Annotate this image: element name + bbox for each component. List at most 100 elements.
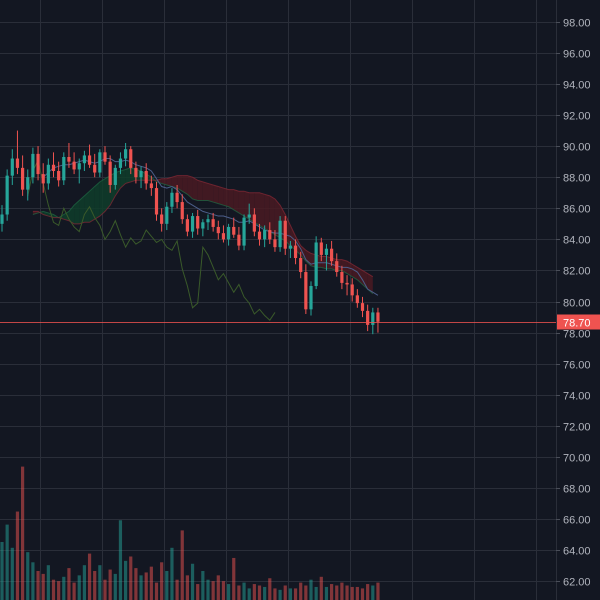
candle[interactable] [139,166,143,189]
candle[interactable] [263,225,267,248]
cloud-segment [94,181,100,220]
candle[interactable] [98,149,102,178]
candle[interactable] [232,217,236,238]
candle[interactable] [134,161,138,184]
candle[interactable] [366,304,370,332]
candle[interactable] [371,307,375,335]
candle[interactable] [283,216,287,255]
candle[interactable] [149,175,153,196]
candle[interactable] [206,214,210,231]
candlesticks[interactable] [0,130,380,335]
candle[interactable] [360,296,365,318]
y-tick-label: 90.00 [563,142,591,154]
candle[interactable] [252,208,256,237]
candle[interactable] [113,164,117,190]
candle[interactable] [41,163,45,193]
candle[interactable] [309,281,313,316]
candle[interactable] [268,222,272,245]
candle-body [288,245,292,249]
candle[interactable] [237,226,241,251]
candle[interactable] [124,143,128,167]
candle[interactable] [345,275,349,296]
candle[interactable] [314,236,318,290]
candle[interactable] [330,240,334,266]
candle[interactable] [211,212,215,232]
volume-bar [283,585,287,600]
candle[interactable] [324,244,329,271]
candle[interactable] [87,144,92,168]
candle[interactable] [319,237,323,262]
candle[interactable] [77,158,81,184]
candle[interactable] [242,214,246,251]
candle-body [324,248,329,255]
candle[interactable] [129,146,133,175]
price-axis[interactable]: 98.00 96.00 94.00 92.00 90.00 88.00 86.00 84.00… [556,18,591,589]
candle[interactable] [221,225,226,243]
candle-body [293,245,298,259]
candle[interactable] [216,220,220,240]
candle-body [134,167,138,178]
y-tick-label: 78.00 [563,329,591,341]
cloud-segment [89,186,95,223]
candle[interactable] [0,205,4,232]
candle[interactable] [288,240,292,259]
volume-bar [149,566,153,600]
candle[interactable] [227,223,231,246]
candle-body [330,248,334,262]
candle[interactable] [201,219,205,237]
candle[interactable] [376,307,380,333]
candle[interactable] [46,158,50,190]
candle[interactable] [103,146,107,165]
candle[interactable] [335,253,339,277]
candle[interactable] [350,278,354,302]
candle[interactable] [304,264,308,314]
volume-bar [93,571,97,600]
candle[interactable] [175,184,179,209]
candle[interactable] [10,149,14,185]
candle[interactable] [93,153,97,178]
cloud-segment [182,175,188,195]
candle[interactable] [355,289,359,308]
candle[interactable] [31,147,35,184]
candle[interactable] [160,208,164,232]
candle[interactable] [108,155,112,193]
candle-body [93,164,97,173]
candle[interactable] [165,202,169,231]
candle[interactable] [82,150,86,171]
volume-bar [211,581,215,600]
candle[interactable] [293,239,298,265]
candle[interactable] [26,169,30,201]
candle[interactable] [180,194,184,224]
candle[interactable] [72,152,76,175]
candle[interactable] [257,223,262,246]
candle-body [227,226,231,240]
candle[interactable] [51,152,56,178]
candle[interactable] [170,188,174,213]
candle[interactable] [299,251,303,279]
candle-body [165,206,169,224]
candle[interactable] [36,146,40,181]
candle[interactable] [144,163,148,190]
candle[interactable] [273,230,277,252]
volume-bar [87,553,92,600]
candle[interactable] [340,265,344,290]
candle[interactable] [196,209,200,235]
candle[interactable] [67,143,71,168]
candle[interactable] [5,169,9,221]
volume-bar [201,571,205,600]
candle[interactable] [62,152,66,185]
y-tick-label: 64.00 [563,546,591,558]
candle[interactable] [118,152,123,175]
volume-bar [113,573,117,600]
candle[interactable] [57,161,61,187]
candle[interactable] [185,214,189,237]
candle[interactable] [21,155,25,196]
candle[interactable] [15,130,20,175]
candle-body [232,226,236,235]
candle[interactable] [190,212,195,238]
candle[interactable] [247,203,251,224]
candle[interactable] [278,216,282,252]
candle[interactable] [154,181,159,221]
